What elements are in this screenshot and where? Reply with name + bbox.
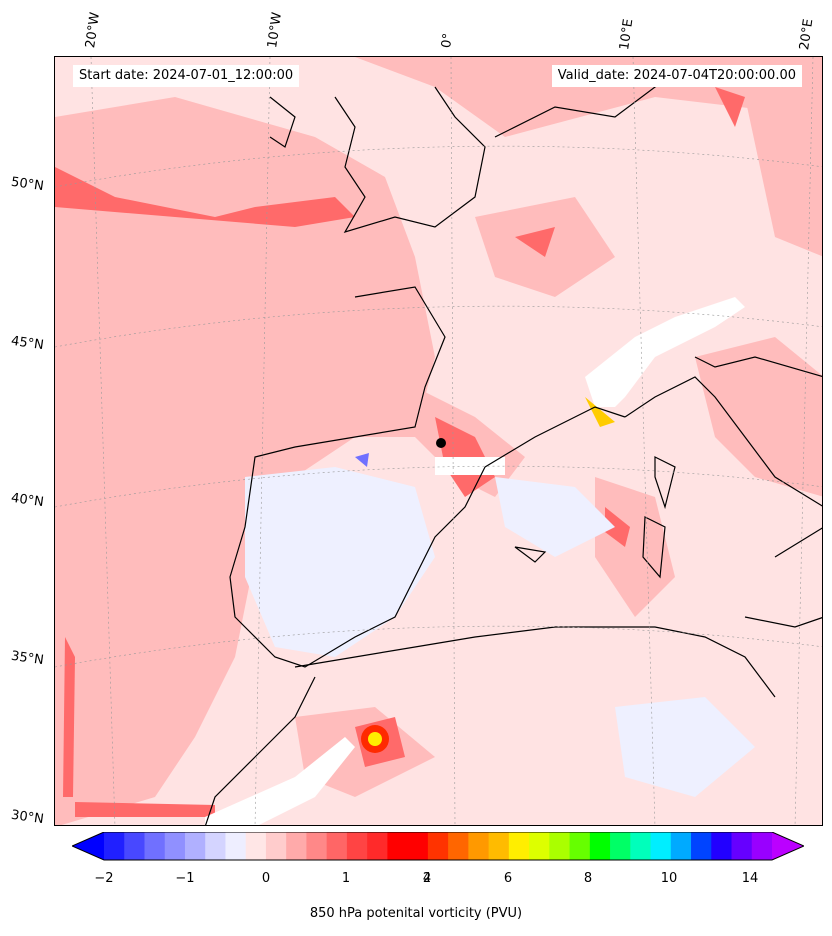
colorbar-tick: 6	[503, 871, 513, 886]
colorbar-tick: 4	[422, 871, 432, 886]
colorbar-segment	[610, 832, 631, 860]
colorbar-segment	[346, 832, 368, 860]
map-panel: Start date: 2024-07-01_12:00:00 Valid_da…	[54, 56, 823, 826]
colorbar-segment	[529, 832, 550, 860]
colorbar-segment	[306, 832, 328, 860]
colorbar-segment	[104, 832, 125, 860]
colorbar-segment	[245, 832, 267, 860]
colorbar-segment	[691, 832, 712, 860]
colorbar-segment	[731, 832, 753, 860]
pv-extreme-spots	[361, 397, 615, 753]
colorbar-segment	[124, 832, 145, 860]
colorbar-tick: 14	[741, 871, 759, 886]
colorbar-segment	[205, 832, 226, 860]
colorbar-segment	[630, 832, 652, 860]
colorbar-segment	[468, 832, 490, 860]
lon-label-0: 0°	[439, 32, 457, 49]
colorbar-segment	[367, 832, 388, 860]
colorbar-segment	[286, 832, 307, 860]
colorbar-segment	[589, 832, 611, 860]
colorbar-extend-high	[772, 832, 804, 860]
lat-label-35n: 35°N	[10, 648, 45, 669]
colorbar-tick: −1	[175, 871, 195, 886]
colorbar-tick: 0	[261, 871, 271, 886]
colorbar-outline	[72, 832, 804, 861]
pv-negative-field	[245, 453, 755, 797]
colorbar-tick: 10	[660, 871, 678, 886]
start-date-label: Start date: 2024-07-01_12:00:00	[73, 65, 300, 87]
colorbar-segment	[427, 832, 449, 860]
colorbar	[72, 832, 804, 861]
colorbar-segment	[225, 832, 247, 860]
coastlines	[205, 66, 822, 825]
colorbar-extend-low	[72, 832, 104, 860]
lat-label-50n: 50°N	[10, 174, 45, 195]
colorbar-tick: −2	[94, 871, 114, 886]
colorbar-segment	[488, 832, 510, 860]
colorbar-segment	[711, 832, 733, 860]
lon-label-20w: 20°W	[83, 11, 103, 49]
valid-date-label: Valid_date: 2024-07-04T20:00:00.00	[551, 65, 802, 87]
lon-label-10e: 10°E	[617, 17, 637, 51]
colorbar-segment	[569, 832, 591, 860]
lat-label-40n: 40°N	[10, 490, 45, 511]
colorbar-segment	[549, 832, 571, 860]
graticule	[55, 57, 822, 825]
colorbar-segment	[265, 832, 287, 860]
colorbar-segment	[448, 832, 469, 860]
colorbar-segment	[751, 832, 773, 860]
colorbar-segment	[184, 832, 206, 860]
colorbar-segment	[387, 832, 409, 860]
colorbar-segment	[144, 832, 166, 860]
colorbar-segment	[164, 832, 186, 860]
colorbar-tick: 2	[422, 871, 432, 886]
colorbar-segment	[407, 832, 429, 860]
colorbar-segment	[670, 832, 692, 860]
colorbar-segment	[326, 832, 348, 860]
pv-map	[55, 57, 822, 825]
colorbar-tick: 8	[583, 871, 593, 886]
lat-label-45n: 45°N	[10, 333, 45, 354]
lon-label-10w: 10°W	[265, 11, 285, 49]
colorbar-segment	[650, 832, 672, 860]
colorbar-title: 850 hPa potenital vorticity (PVU)	[309, 906, 523, 921]
lon-label-20e: 20°E	[797, 17, 817, 51]
colorbar-segment	[508, 832, 530, 860]
colorbar-tick: 1	[341, 871, 351, 886]
lat-label-30n: 30°N	[10, 807, 45, 828]
masked-areas	[205, 297, 745, 825]
